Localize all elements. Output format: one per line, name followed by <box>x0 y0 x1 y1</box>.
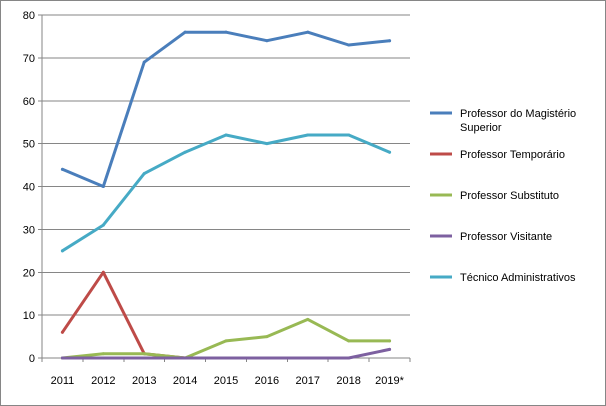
data-point-professor-visitante-2015 <box>224 356 228 360</box>
data-point-professor-do-magisterio-superior-2018 <box>347 43 351 47</box>
data-point-professor-do-magisterio-superior-2013 <box>142 60 146 64</box>
x-tick-label-2014: 2014 <box>173 375 197 387</box>
data-point-tecnico-administrativos-2013 <box>142 172 146 176</box>
x-tick-label-2016: 2016 <box>255 375 279 387</box>
data-point-professor-do-magisterio-superior-2017 <box>306 30 310 34</box>
data-point-professor-temporario-2012 <box>101 270 105 274</box>
data-point-professor-do-magisterio-superior-2012 <box>101 185 105 188</box>
series-line-professor-substituto <box>60 317 392 360</box>
data-point-tecnico-administrativos-2012 <box>101 223 105 227</box>
data-point-professor-substituto-2016 <box>265 335 269 339</box>
y-tick-label-30: 30 <box>23 224 35 236</box>
data-point-professor-substituto-2015 <box>224 339 228 343</box>
data-point-professor-do-magisterio-superior-2019 <box>388 39 392 43</box>
data-point-tecnico-administrativos-2018 <box>347 133 351 137</box>
y-tick-label-50: 50 <box>23 139 35 151</box>
y-tick-label-60: 60 <box>23 96 35 108</box>
data-point-professor-do-magisterio-superior-2016 <box>265 39 269 43</box>
data-point-professor-visitante-2016 <box>265 356 269 360</box>
data-point-professor-visitante-2017 <box>306 356 310 360</box>
x-tick-label-2019: 2019* <box>375 375 404 387</box>
y-tick-label-10: 10 <box>23 310 35 322</box>
data-point-professor-substituto-2012 <box>101 352 105 356</box>
data-point-professor-visitante-2014 <box>183 356 187 360</box>
data-point-professor-do-magisterio-superior-2011 <box>60 167 64 171</box>
data-point-tecnico-administrativos-2016 <box>265 142 269 146</box>
y-tick-label-0: 0 <box>29 353 35 365</box>
data-point-professor-visitante-2013 <box>142 356 146 360</box>
y-tick-label-40: 40 <box>23 182 35 194</box>
data-point-professor-substituto-2018 <box>347 339 351 343</box>
legend-label-professor-substituto: Professor Substituto <box>460 190 559 202</box>
x-tick-label-2017: 2017 <box>296 375 320 387</box>
data-point-tecnico-administrativos-2017 <box>306 133 310 137</box>
x-tick-label-2011: 2011 <box>51 375 75 387</box>
legend-label-professor-do-magisterio-superior: Professor do Magistério Superior <box>460 108 576 134</box>
data-point-professor-visitante-2012 <box>101 356 105 360</box>
y-tick-label-20: 20 <box>23 267 35 279</box>
x-tick-label-2012: 2012 <box>91 375 115 387</box>
series-line-professor-do-magisterio-superior <box>60 30 392 188</box>
data-point-professor-substituto-2019 <box>388 339 392 343</box>
legend-label-professor-temporario: Professor Temporário <box>460 149 565 161</box>
data-point-tecnico-administrativos-2019 <box>388 150 392 154</box>
data-point-professor-do-magisterio-superior-2015 <box>224 30 228 34</box>
legend-label-professor-visitante: Professor Visitante <box>460 231 552 243</box>
data-point-tecnico-administrativos-2011 <box>60 249 64 253</box>
data-point-professor-visitante-2011 <box>60 356 64 360</box>
series-line-tecnico-administrativos <box>60 133 392 253</box>
y-tick-label-80: 80 <box>23 10 35 22</box>
data-point-professor-do-magisterio-superior-2014 <box>183 30 187 34</box>
data-point-professor-temporario-2011 <box>60 330 64 334</box>
data-point-professor-visitante-2019 <box>388 347 392 351</box>
data-point-tecnico-administrativos-2014 <box>183 150 187 154</box>
data-point-professor-substituto-2013 <box>142 352 146 356</box>
data-point-professor-visitante-2018 <box>347 356 351 360</box>
data-point-tecnico-administrativos-2015 <box>224 133 228 137</box>
x-tick-label-2013: 2013 <box>132 375 156 387</box>
legend-label-tecnico-administrativos: Técnico Administrativos <box>460 272 576 284</box>
data-point-professor-substituto-2017 <box>306 317 310 321</box>
x-tick-label-2018: 2018 <box>336 375 360 387</box>
y-tick-label-70: 70 <box>23 53 35 65</box>
x-tick-label-2015: 2015 <box>214 375 238 387</box>
